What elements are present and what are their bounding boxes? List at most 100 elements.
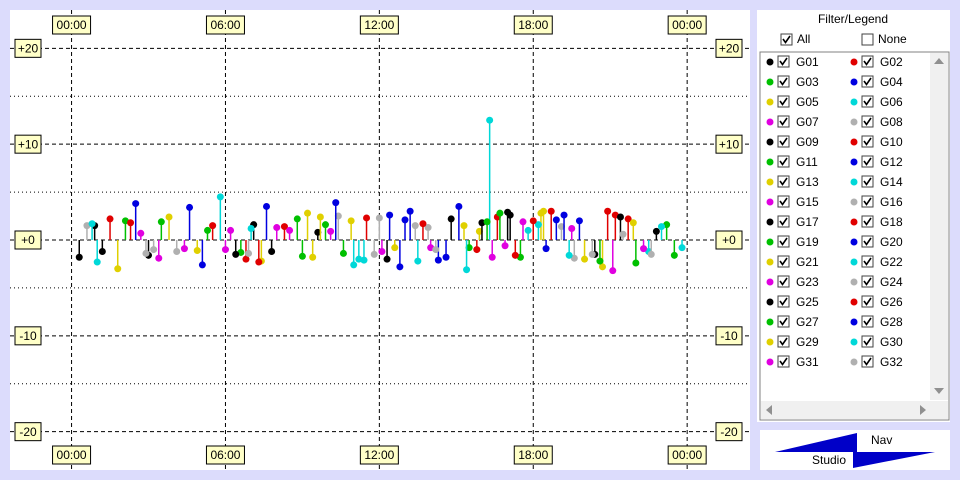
legend-checkbox[interactable] <box>861 95 874 108</box>
legend-label[interactable]: G11 <box>796 155 818 169</box>
legend-checkbox-tick <box>779 277 788 286</box>
point <box>242 255 250 263</box>
point <box>414 257 422 265</box>
legend-label[interactable]: G15 <box>796 195 819 209</box>
legend-checkbox[interactable] <box>777 175 790 188</box>
legend-label[interactable]: G21 <box>796 255 819 269</box>
legend-checkbox[interactable] <box>861 55 874 68</box>
x-tick-label: 06:00 <box>210 448 240 462</box>
legend-checkbox[interactable] <box>777 355 790 368</box>
y-tick-label-right: +10 <box>719 137 740 151</box>
legend-label[interactable]: G31 <box>796 355 819 369</box>
point <box>247 225 255 232</box>
y-tick-label: +10 <box>18 137 39 151</box>
legend-label[interactable]: G01 <box>796 55 819 69</box>
legend-label[interactable]: G09 <box>796 135 819 149</box>
legend-marker <box>766 218 774 226</box>
legend-checkbox[interactable] <box>861 315 874 328</box>
point <box>316 213 324 221</box>
legend-checkbox-tick <box>779 157 788 166</box>
legend-checkbox-tick <box>863 157 872 166</box>
point <box>309 253 317 261</box>
filter-all-label[interactable]: All <box>797 32 810 46</box>
legend-label[interactable]: G08 <box>880 115 903 129</box>
filter-none-label[interactable]: None <box>878 32 907 46</box>
legend-checkbox[interactable] <box>861 235 874 248</box>
legend-label[interactable]: G03 <box>796 75 819 89</box>
x-tick-label-box <box>667 445 707 465</box>
legend-checkbox-tick <box>863 177 872 186</box>
legend-label[interactable]: G20 <box>880 235 903 249</box>
none-checkbox[interactable] <box>861 33 874 46</box>
legend-label[interactable]: G02 <box>880 55 903 69</box>
point <box>286 226 294 234</box>
y-tick-label-box <box>14 326 42 346</box>
legend-checkbox[interactable] <box>777 135 790 148</box>
filter-title: Filter/Legend <box>818 12 888 26</box>
legend-checkbox[interactable] <box>861 135 874 148</box>
legend-checkbox-tick <box>779 77 788 86</box>
legend-checkbox[interactable] <box>777 335 790 348</box>
legend-label[interactable]: G26 <box>880 295 903 309</box>
legend-checkbox[interactable] <box>861 175 874 188</box>
legend-label[interactable]: G24 <box>880 275 903 289</box>
legend-checkbox[interactable] <box>777 235 790 248</box>
legend-label[interactable]: G29 <box>796 335 819 349</box>
legend-checkbox[interactable] <box>861 215 874 228</box>
legend-checkbox[interactable] <box>861 115 874 128</box>
legend-label[interactable]: G07 <box>796 115 819 129</box>
legend-label[interactable]: G25 <box>796 295 819 309</box>
legend-label[interactable]: G16 <box>880 195 903 209</box>
legend-label[interactable]: G18 <box>880 215 903 229</box>
all-checkbox[interactable] <box>780 33 793 46</box>
point <box>670 251 678 259</box>
legend-checkbox[interactable] <box>861 335 874 348</box>
legend-label[interactable]: G30 <box>880 335 903 349</box>
x-tick-label: 18:00 <box>518 448 548 462</box>
legend-checkbox[interactable] <box>777 55 790 68</box>
legend-label[interactable]: G14 <box>880 175 903 189</box>
legend-label[interactable]: G23 <box>796 275 819 289</box>
legend-label[interactable]: G19 <box>796 235 819 249</box>
legend-checkbox[interactable] <box>777 315 790 328</box>
legend-checkbox[interactable] <box>861 275 874 288</box>
legend-checkbox[interactable] <box>777 115 790 128</box>
legend-checkbox[interactable] <box>777 155 790 168</box>
legend-checkbox[interactable] <box>861 195 874 208</box>
point <box>596 257 604 265</box>
point <box>198 261 206 269</box>
y-tick-label-box <box>14 230 42 250</box>
legend-checkbox[interactable] <box>777 295 790 308</box>
legend-label[interactable]: G12 <box>880 155 903 169</box>
legend-label[interactable]: G28 <box>880 315 903 329</box>
legend-label[interactable]: G13 <box>796 175 819 189</box>
legend-label[interactable]: G22 <box>880 255 903 269</box>
legend-checkbox[interactable] <box>861 295 874 308</box>
legend-checkbox[interactable] <box>777 215 790 228</box>
legend-marker <box>766 358 774 366</box>
legend-label[interactable]: G05 <box>796 95 819 109</box>
legend-checkbox-tick <box>779 137 788 146</box>
legend-marker <box>850 238 858 246</box>
h-scrollbar[interactable] <box>761 401 948 419</box>
point <box>624 215 632 223</box>
legend-checkbox[interactable] <box>777 95 790 108</box>
legend-label[interactable]: G17 <box>796 215 819 229</box>
legend-checkbox[interactable] <box>777 75 790 88</box>
legend-checkbox[interactable] <box>777 255 790 268</box>
v-scrollbar[interactable] <box>930 53 948 400</box>
legend-label[interactable]: G10 <box>880 135 903 149</box>
legend-checkbox[interactable] <box>861 75 874 88</box>
point <box>455 202 463 210</box>
legend-label[interactable]: G27 <box>796 315 819 329</box>
legend-label[interactable]: G04 <box>880 75 903 89</box>
legend-label[interactable]: G32 <box>880 355 903 369</box>
legend-checkbox[interactable] <box>861 355 874 368</box>
legend-checkbox[interactable] <box>777 195 790 208</box>
legend-checkbox[interactable] <box>861 255 874 268</box>
legend-checkbox[interactable] <box>861 155 874 168</box>
point <box>565 251 573 259</box>
legend-checkbox[interactable] <box>777 275 790 288</box>
legend-label[interactable]: G06 <box>880 95 903 109</box>
